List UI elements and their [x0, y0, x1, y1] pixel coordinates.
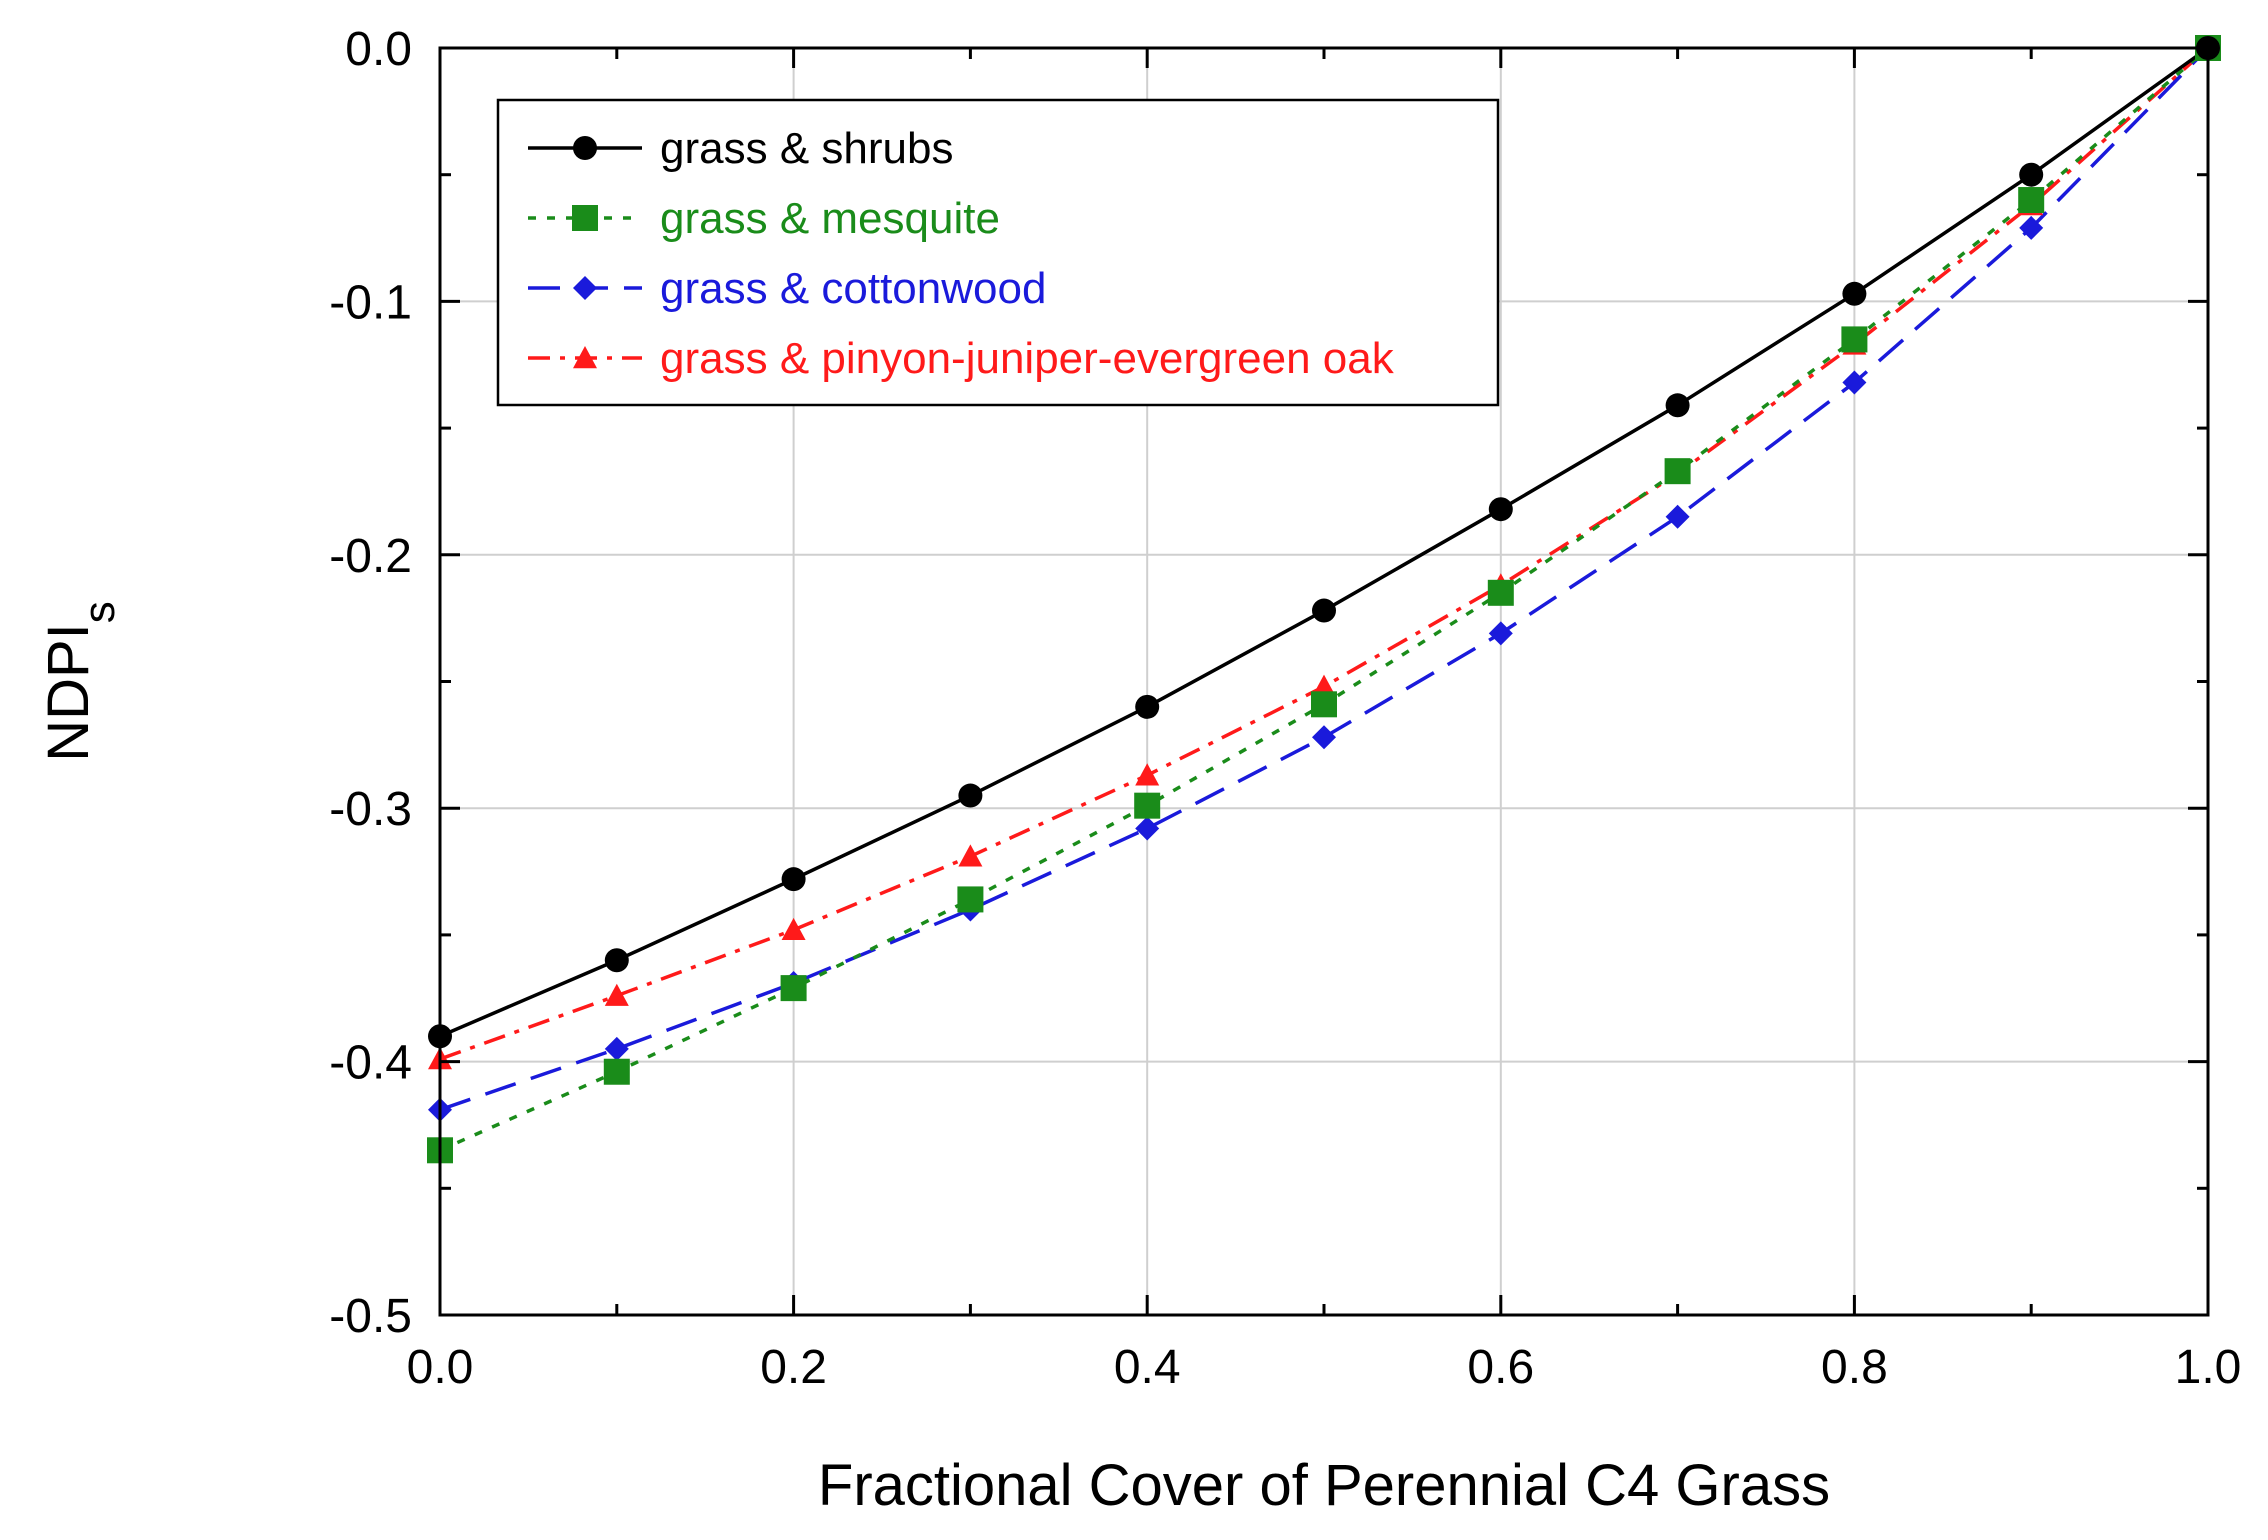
data-point: [1665, 458, 1691, 484]
data-point: [1842, 282, 1866, 306]
data-point: [605, 948, 629, 972]
y-tick-label: -0.4: [329, 1037, 412, 1090]
data-point: [2019, 163, 2043, 187]
legend: grass & shrubs grass & mesquite grass & co…: [498, 100, 1498, 405]
x-tick-label: 0.6: [1467, 1341, 1534, 1394]
data-point: [604, 1059, 630, 1085]
legend-marker: [572, 205, 598, 231]
data-point: [958, 784, 982, 808]
y-tick-label: -0.1: [329, 276, 412, 329]
data-point: [1312, 599, 1336, 623]
legend-label: grass & pinyon-juniper-evergreen oak: [660, 334, 1395, 383]
data-point: [1311, 691, 1337, 717]
y-tick-label: -0.2: [329, 530, 412, 583]
data-point: [2018, 187, 2044, 213]
y-tick-label: 0.0: [345, 23, 412, 76]
x-tick-label: 0.8: [1821, 1341, 1888, 1394]
legend-label: grass & shrubs: [660, 124, 953, 173]
y-axis-title-subscript: s: [75, 601, 124, 623]
data-point: [1666, 393, 1690, 417]
legend-label: grass & mesquite: [660, 194, 1000, 243]
legend-marker: [573, 136, 597, 160]
y-axis-title-main: NDPI: [36, 623, 101, 762]
data-point: [1134, 793, 1160, 819]
x-tick-label: 0.2: [760, 1341, 827, 1394]
x-tick-label: 1.0: [2175, 1341, 2242, 1394]
data-point: [782, 867, 806, 891]
data-point: [1841, 326, 1867, 352]
y-tick-label: -0.5: [329, 1290, 412, 1343]
x-tick-label: 0.0: [407, 1341, 474, 1394]
data-point: [1489, 497, 1513, 521]
legend-label: grass & cottonwood: [660, 264, 1046, 313]
x-tick-label: 0.4: [1114, 1341, 1181, 1394]
data-point: [957, 886, 983, 912]
data-point: [781, 975, 807, 1001]
chart: 0.0 0.2 0.4 0.6 0.8 1.0 0.0 -0.1 -0.2 -0.3 -0.4 -0.…: [0, 0, 2268, 1540]
data-point: [1488, 580, 1514, 606]
x-axis-title: Fractional Cover of Perennial C4 Grass: [818, 1453, 1830, 1518]
data-point: [1135, 695, 1159, 719]
y-tick-label: -0.3: [329, 783, 412, 836]
